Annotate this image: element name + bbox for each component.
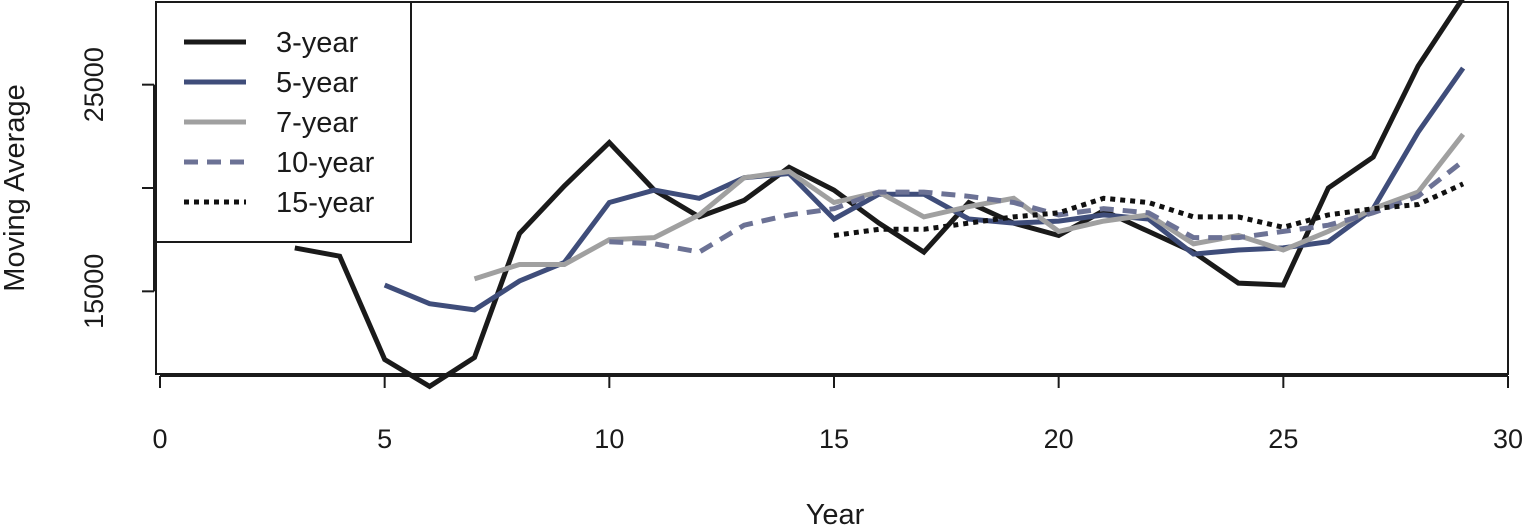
- axes-layer: 0 5 10 15 20 25 30 15000 25000: [79, 47, 1523, 454]
- series-line-10-year: [609, 159, 1465, 255]
- legend: 3-year 5-year 7-year 10-year 15-year: [155, 1, 412, 243]
- x-tick-label-30: 30: [1493, 424, 1523, 454]
- y-axis-label: Moving Average: [0, 84, 31, 291]
- legend-label-7-year: 7-year: [276, 107, 359, 139]
- x-tick-label-0: 0: [152, 424, 167, 454]
- series-line-15-year: [833, 181, 1465, 238]
- legend-label-10-year: 10-year: [276, 147, 375, 179]
- x-tick-label-20: 20: [1044, 424, 1074, 454]
- y-tick-label-25000: 25000: [79, 47, 109, 122]
- legend-label-15-year: 15-year: [276, 187, 375, 219]
- legend-items: 3-year 5-year 7-year 10-year 15-year: [184, 27, 375, 219]
- x-tick-label-15: 15: [819, 424, 849, 454]
- x-tick-label-5: 5: [377, 424, 392, 454]
- x-axis-label: Year: [806, 499, 865, 529]
- legend-label-5-year: 5-year: [276, 67, 359, 99]
- y-tick-label-15000: 15000: [79, 254, 109, 329]
- series-line-5-year: [383, 66, 1466, 313]
- series-line-3-year: [294, 0, 1465, 390]
- legend-label-3-year: 3-year: [276, 27, 359, 59]
- x-tick-label-25: 25: [1268, 424, 1298, 454]
- series-layer: [294, 0, 1466, 390]
- x-tick-label-10: 10: [594, 424, 624, 454]
- series-line-7-year: [473, 132, 1466, 282]
